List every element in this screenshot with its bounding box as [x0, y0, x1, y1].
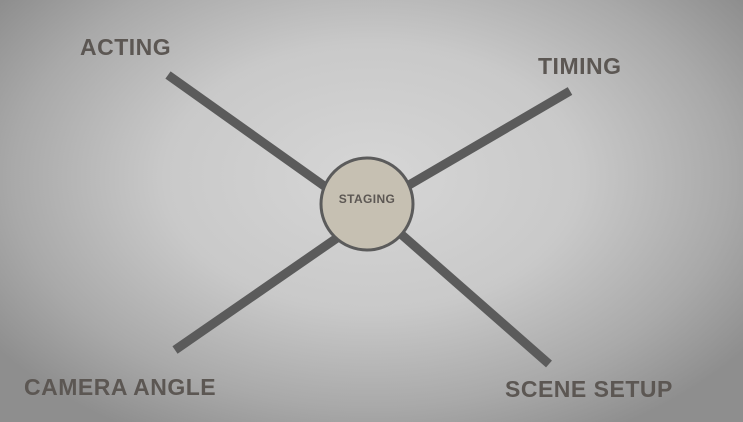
spoke-acting [165, 71, 330, 192]
branch-label-timing: TIMING [538, 53, 622, 79]
branch-label-camera-angle: CAMERA ANGLE [24, 374, 217, 400]
branch-label-scene-setup: SCENE SETUP [505, 376, 673, 402]
hub-label-staging: STAGING [338, 192, 396, 206]
spoke-timing [406, 87, 573, 189]
spoke-scene-setup [399, 231, 552, 368]
spoke-camera-angle [172, 234, 340, 354]
branch-label-acting: ACTING [80, 34, 172, 60]
staging-hub [319, 156, 415, 252]
